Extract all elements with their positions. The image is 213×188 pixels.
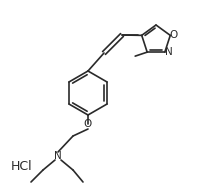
Text: N: N	[165, 47, 173, 57]
Text: O: O	[84, 119, 92, 129]
Text: O: O	[169, 30, 177, 40]
Text: HCl: HCl	[11, 159, 33, 173]
Text: N: N	[54, 151, 62, 161]
